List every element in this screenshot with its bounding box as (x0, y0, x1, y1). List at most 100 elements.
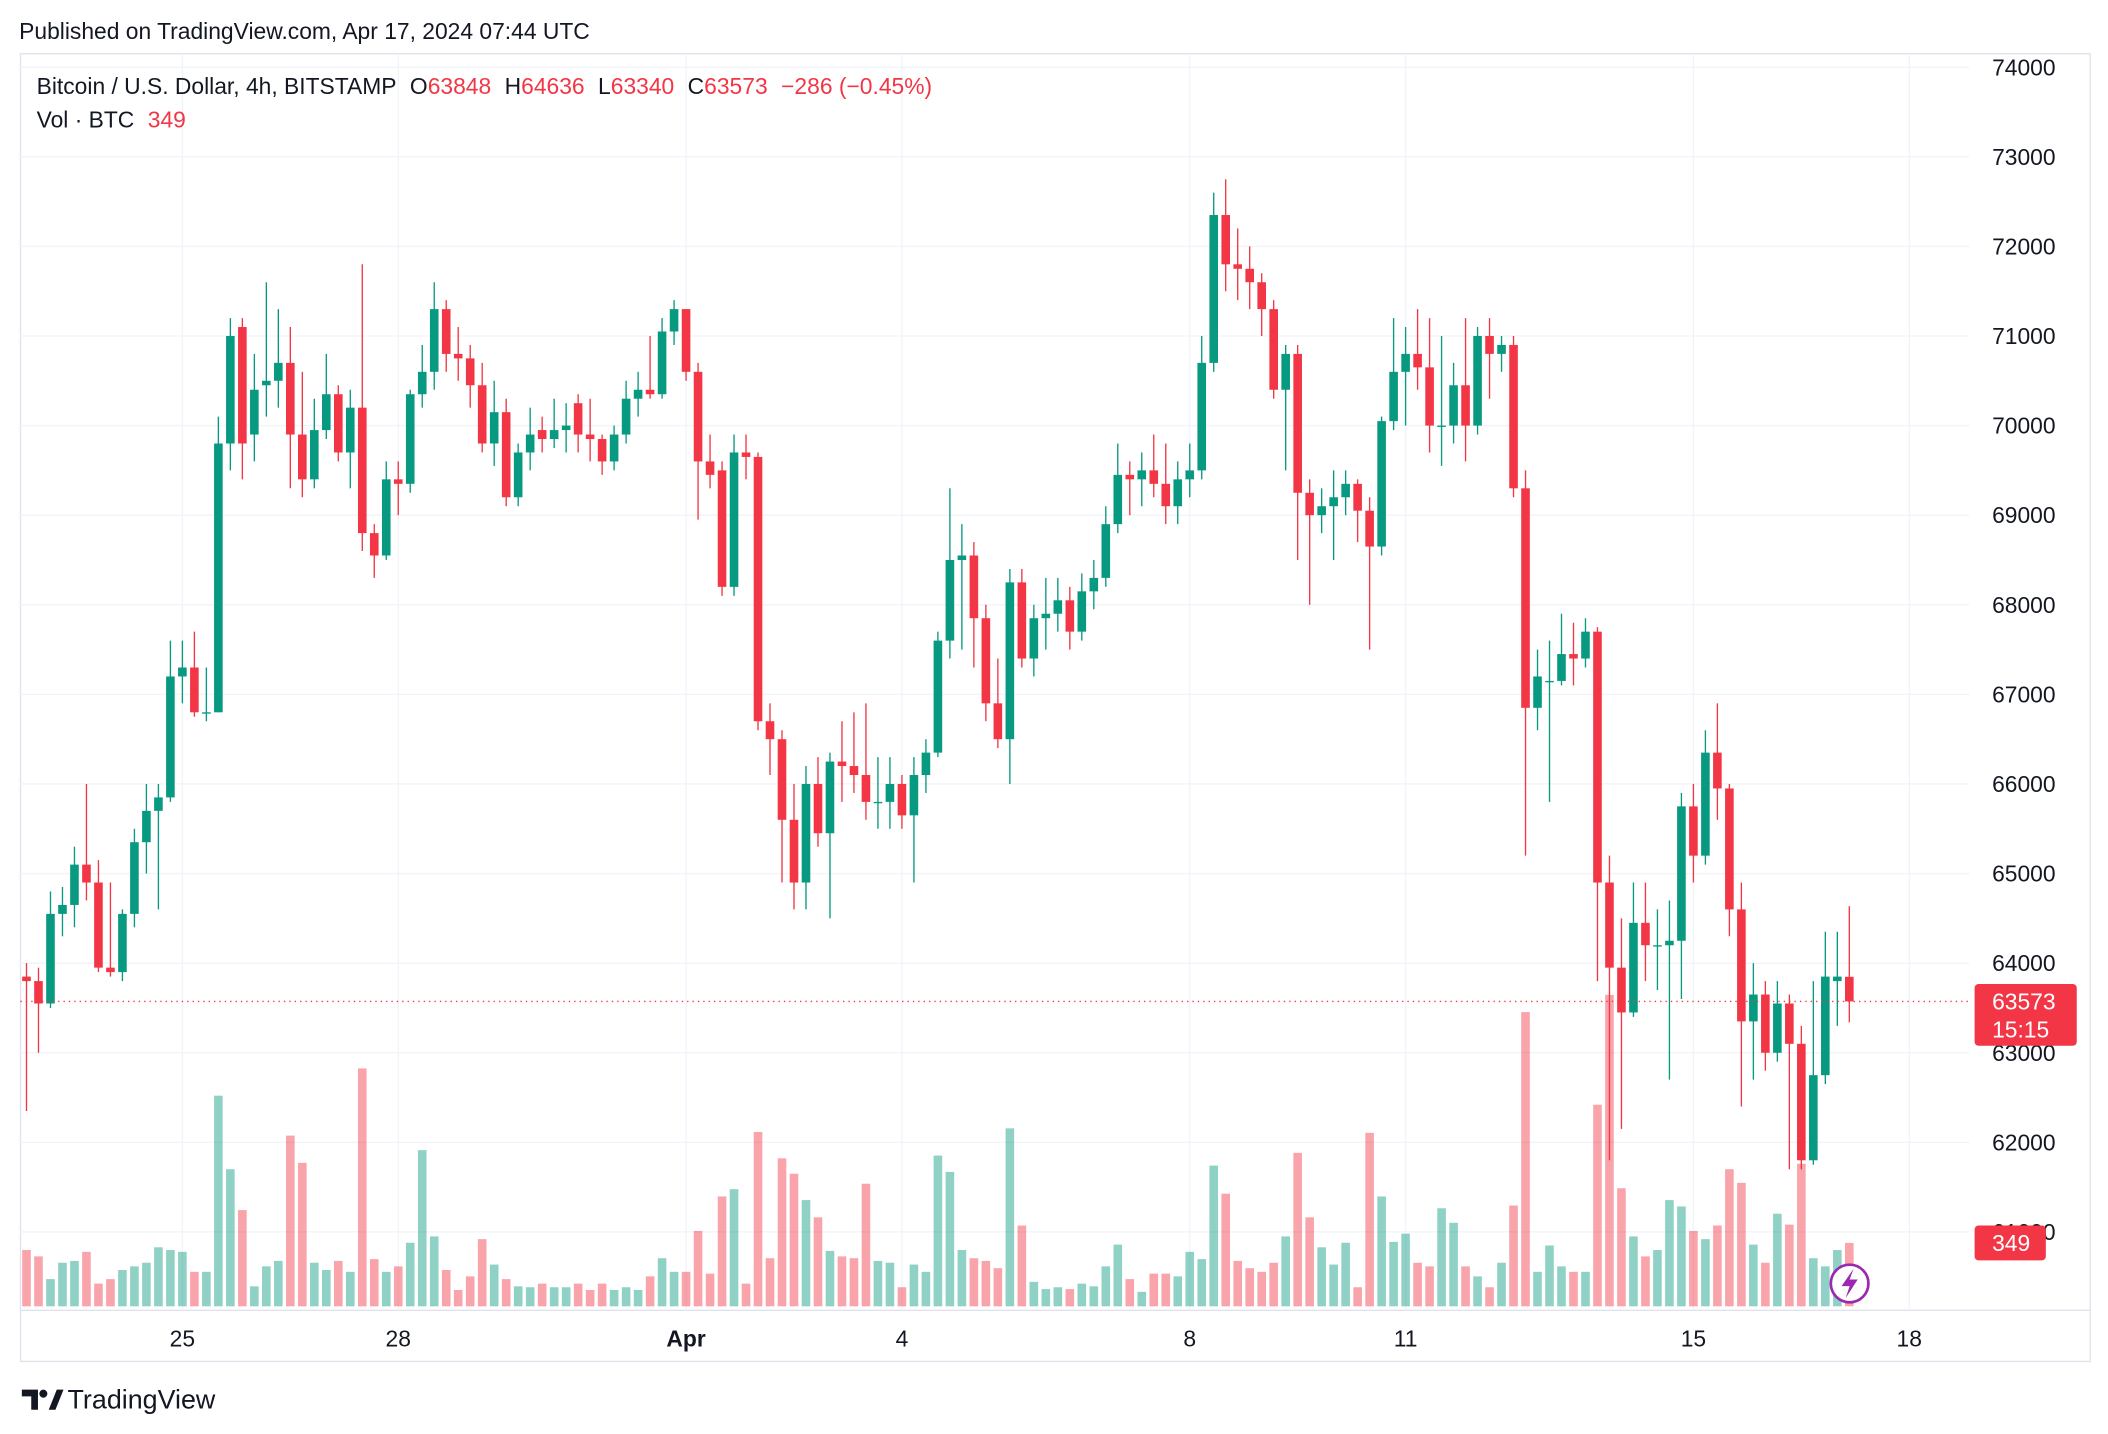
grid (20, 53, 1970, 1311)
volume-bar (1185, 1251, 1195, 1307)
candle-body (1245, 268, 1255, 283)
volume-pane (22, 994, 1854, 1307)
candle-body (465, 358, 475, 386)
candle-body (741, 452, 751, 457)
volume-bar (333, 1260, 343, 1307)
candle-body (645, 389, 655, 395)
volume-bar (1797, 1163, 1806, 1307)
volume-bar (705, 1273, 715, 1307)
candle-body (34, 981, 43, 1004)
candle-body (1053, 600, 1063, 614)
candle-body (238, 327, 247, 444)
logo-part (39, 1389, 48, 1398)
volume-bar (118, 1270, 127, 1307)
volume-bar (681, 1271, 691, 1307)
candle-body (345, 407, 355, 453)
candle-body (1221, 215, 1231, 265)
candle-body (1689, 806, 1698, 856)
candle-body (1521, 488, 1530, 708)
volume-bar (1653, 1250, 1662, 1307)
volume-bar (981, 1260, 991, 1307)
candle-body (1113, 474, 1123, 525)
volume-bar (1569, 1271, 1578, 1307)
candle-body (633, 389, 643, 399)
volume-bar (1341, 1242, 1350, 1307)
volume-bar (1173, 1276, 1183, 1307)
volume-bar (1365, 1132, 1374, 1307)
volume-bar (1437, 1208, 1446, 1307)
volume-bar (885, 1262, 895, 1307)
candle-body (1065, 600, 1075, 632)
volume-bar (130, 1266, 139, 1307)
candle-body (525, 434, 535, 453)
candle-body (1785, 1003, 1794, 1044)
volume-bar (597, 1283, 607, 1307)
volume-bar (717, 1196, 727, 1307)
candle-body (1377, 421, 1386, 547)
candle-body (1485, 335, 1494, 354)
volume-bar (921, 1271, 931, 1307)
candle-body (1077, 591, 1087, 632)
candle-body (777, 739, 787, 820)
volume-bar (1809, 1258, 1818, 1307)
x-tick-label: 28 (386, 1326, 411, 1352)
candle-body (1293, 353, 1302, 493)
lightning-icon[interactable] (1829, 1263, 1870, 1304)
candle-body (837, 761, 847, 767)
candle-body (753, 456, 763, 722)
volume-bar (1293, 1152, 1302, 1307)
y-tick-label: 65000 (1992, 861, 2055, 887)
y-tick-label: 66000 (1992, 771, 2055, 797)
candle-body (561, 425, 571, 431)
volume-bar (178, 1251, 187, 1307)
candle-body (933, 640, 943, 753)
candle-body (82, 864, 91, 883)
open-value: 63848 (428, 73, 491, 99)
candle-body (717, 470, 727, 587)
volume-bar (549, 1287, 559, 1307)
candle-body (1701, 752, 1710, 856)
volume-bar (1461, 1266, 1470, 1307)
volume-bar (741, 1283, 751, 1307)
volume-bar (1017, 1225, 1027, 1307)
candle-body (1581, 631, 1590, 659)
candle-body (1713, 752, 1722, 789)
x-tick-label: 8 (1183, 1326, 1196, 1352)
y-tick-label: 69000 (1992, 502, 2055, 528)
volume-bar (1641, 1256, 1650, 1307)
volume-bar (1389, 1241, 1398, 1307)
candle-body (1497, 344, 1506, 354)
candle-body (1089, 577, 1099, 592)
candle-body (1629, 922, 1638, 1013)
volume-bar (1701, 1239, 1710, 1307)
volume-bar (1041, 1289, 1051, 1307)
candle-body (1413, 353, 1422, 368)
legend-volume: Vol · BTC 349 (37, 107, 186, 133)
candle-body (609, 434, 619, 462)
volume-bar (1593, 1104, 1602, 1307)
icon-bolt (1841, 1268, 1858, 1299)
candle-body (1605, 882, 1614, 968)
candle-body (873, 801, 883, 804)
candle-body (585, 434, 595, 440)
volume-bar (1725, 1169, 1734, 1307)
volume-bar (513, 1286, 523, 1307)
axes: 6100062000630006400065000660006700068000… (20, 54, 2077, 1352)
volume-tag (1974, 1225, 2046, 1261)
volume-bar (1149, 1273, 1159, 1307)
candle-body (429, 309, 439, 372)
candle-body (1533, 676, 1542, 708)
candle-body (1389, 371, 1398, 422)
volume-bar (1221, 1193, 1231, 1307)
candle-body (1041, 613, 1051, 619)
x-tick-label: 15 (1681, 1326, 1706, 1352)
last-price-label: 63573 (1992, 988, 2055, 1014)
candle-body (513, 452, 523, 498)
candle-body (1473, 335, 1482, 426)
candle-body (369, 533, 379, 556)
volume-bar (1785, 1224, 1794, 1307)
price-pane (22, 179, 1854, 1170)
volume-bar (633, 1289, 643, 1307)
